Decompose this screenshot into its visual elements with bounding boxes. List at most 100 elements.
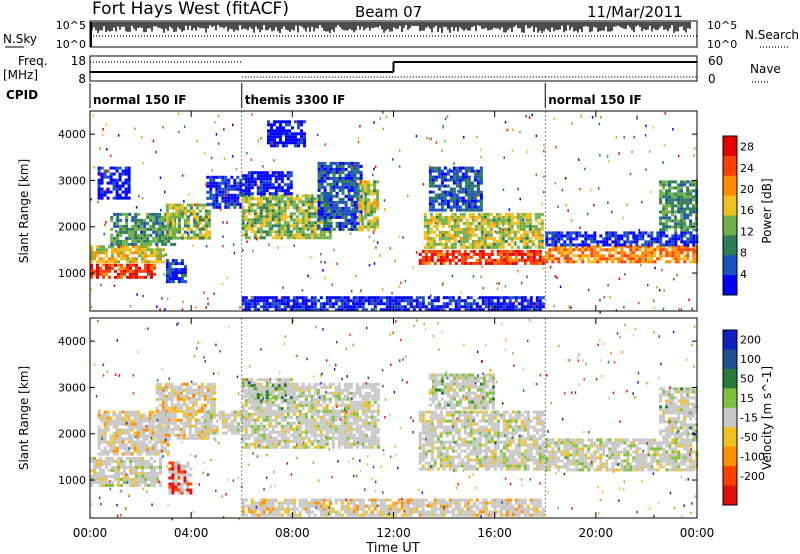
heatmap-cell bbox=[99, 459, 102, 463]
heatmap-cell bbox=[137, 221, 141, 225]
heatmap-cell bbox=[424, 261, 428, 265]
heatmap-cell bbox=[179, 436, 183, 440]
heatmap-cell bbox=[462, 212, 466, 216]
heatmap-cell bbox=[174, 262, 178, 266]
scatter-dot bbox=[463, 135, 465, 139]
heatmap-cell bbox=[280, 189, 284, 193]
heatmap-cell bbox=[470, 193, 474, 197]
heatmap-cell bbox=[441, 233, 445, 237]
heatmap-cell bbox=[468, 224, 472, 228]
heatmap-cell bbox=[455, 184, 459, 188]
heatmap-cell bbox=[148, 449, 152, 453]
heatmap-cell bbox=[508, 252, 512, 256]
heatmap-cell bbox=[268, 174, 272, 178]
heatmap-cell bbox=[332, 185, 336, 189]
heatmap-cell bbox=[638, 260, 642, 264]
heatmap-cell bbox=[493, 296, 497, 300]
heatmap-cell bbox=[197, 430, 201, 434]
heatmap-cell bbox=[680, 180, 684, 184]
heatmap-cell bbox=[647, 251, 651, 255]
heatmap-cell bbox=[489, 236, 493, 240]
heatmap-cell bbox=[188, 391, 192, 395]
heatmap-cell bbox=[683, 207, 687, 211]
heatmap-cell bbox=[523, 296, 527, 300]
heatmap-cell bbox=[364, 195, 368, 199]
heatmap-cell bbox=[139, 419, 143, 423]
heatmap-cell bbox=[250, 203, 254, 207]
heatmap-cell bbox=[520, 258, 524, 262]
heatmap-cell bbox=[504, 233, 508, 237]
heatmap-cell bbox=[144, 251, 147, 255]
heatmap-cell bbox=[692, 243, 696, 247]
heatmap-cell bbox=[218, 181, 222, 185]
heatmap-cell bbox=[253, 215, 257, 219]
heatmap-cell bbox=[344, 185, 348, 189]
heatmap-cell bbox=[274, 189, 278, 193]
heatmap-cell bbox=[141, 480, 144, 484]
heatmap-cell bbox=[322, 230, 326, 234]
heatmap-cell bbox=[262, 218, 266, 222]
heatmap-cell bbox=[176, 391, 180, 395]
y-tick-label: 2000 bbox=[58, 221, 86, 234]
heatmap-cell bbox=[291, 126, 294, 130]
heatmap-cell bbox=[274, 212, 278, 216]
heatmap-cell bbox=[127, 175, 131, 179]
heatmap-cell bbox=[126, 260, 129, 264]
heatmap-cell bbox=[140, 236, 144, 240]
heatmap-cell bbox=[525, 233, 529, 237]
heatmap-cell bbox=[507, 221, 511, 225]
heatmap-cell bbox=[188, 406, 192, 410]
freq-frame bbox=[89, 55, 698, 82]
heatmap-cell bbox=[335, 206, 339, 210]
heatmap-cell bbox=[344, 200, 348, 204]
heatmap-cell bbox=[106, 187, 110, 191]
heatmap-cell bbox=[329, 188, 333, 192]
scatter-dot bbox=[352, 164, 355, 168]
heatmap-cell bbox=[120, 251, 123, 255]
heatmap-cell bbox=[103, 422, 107, 426]
heatmap-cell bbox=[259, 197, 263, 201]
heatmap-cell bbox=[108, 260, 111, 264]
scatter-dot bbox=[412, 266, 415, 269]
heatmap-cell bbox=[286, 192, 290, 196]
heatmap-cell bbox=[431, 202, 435, 206]
heatmap-cell bbox=[301, 233, 305, 237]
heatmap-cell bbox=[285, 120, 288, 124]
heatmap-cell bbox=[206, 190, 210, 194]
heatmap-cell bbox=[270, 132, 273, 136]
heatmap-cell bbox=[126, 477, 129, 481]
heatmap-cell bbox=[194, 397, 198, 401]
scatter-dot bbox=[434, 221, 436, 225]
heatmap-cell bbox=[100, 175, 104, 179]
heatmap-cell bbox=[247, 200, 251, 204]
heatmap-cell bbox=[124, 431, 128, 435]
heatmap-cell bbox=[295, 302, 299, 306]
heatmap-cell bbox=[124, 443, 128, 447]
heatmap-cell bbox=[467, 199, 471, 203]
heatmap-cell bbox=[470, 208, 474, 212]
heatmap-cell bbox=[277, 236, 281, 240]
heatmap-cell bbox=[581, 257, 585, 261]
heatmap-cell bbox=[313, 221, 317, 225]
heatmap-cell bbox=[128, 230, 132, 234]
heatmap-cell bbox=[590, 254, 594, 258]
heatmap-cell bbox=[353, 185, 357, 189]
scatter-dot bbox=[529, 220, 531, 223]
heatmap-cell bbox=[332, 161, 336, 165]
scatter-dot bbox=[374, 165, 377, 169]
heatmap-cell bbox=[483, 215, 487, 219]
heatmap-cell bbox=[602, 243, 606, 247]
heatmap-cell bbox=[268, 209, 272, 213]
heatmap-cell bbox=[115, 422, 119, 426]
heatmap-cell bbox=[171, 224, 175, 228]
heatmap-cell bbox=[307, 200, 311, 204]
heatmap-cell bbox=[461, 202, 465, 206]
heatmap-cell bbox=[641, 231, 645, 235]
heatmap-cell bbox=[325, 218, 329, 222]
heatmap-cell bbox=[120, 272, 123, 276]
heatmap-cell bbox=[599, 260, 603, 264]
heatmap-cell bbox=[117, 462, 120, 466]
heatmap-cell bbox=[659, 248, 663, 252]
heatmap-cell bbox=[283, 230, 287, 234]
heatmap-cell bbox=[343, 305, 347, 309]
